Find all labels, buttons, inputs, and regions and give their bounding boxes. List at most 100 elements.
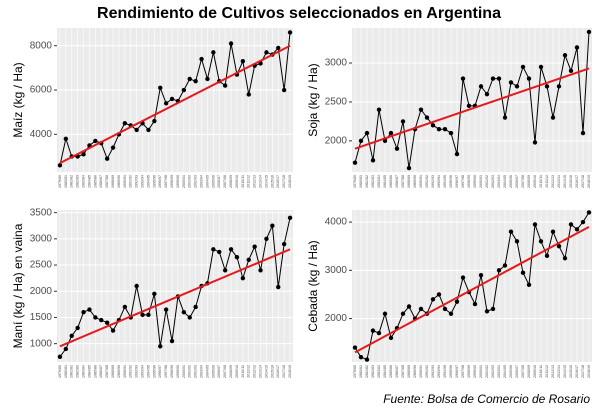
data-point xyxy=(388,335,394,341)
data-point xyxy=(57,354,63,359)
data-point xyxy=(264,236,269,242)
y-tick-label: 3000 xyxy=(325,265,348,276)
y-tick-label: 4000 xyxy=(30,129,53,140)
data-point xyxy=(57,163,63,168)
data-point xyxy=(406,165,412,171)
data-point xyxy=(400,311,406,316)
data-point xyxy=(240,275,246,281)
x-tick-label: 2011/12 xyxy=(247,365,251,378)
x-tick-label: 1991/92 xyxy=(129,365,133,378)
data-point xyxy=(134,127,139,133)
plot-background xyxy=(57,210,293,362)
data-point xyxy=(424,115,430,120)
x-tick-label: 2006/07 xyxy=(217,175,221,188)
data-point xyxy=(574,45,580,50)
data-point xyxy=(562,256,568,261)
x-tick-label: 2011/12 xyxy=(247,175,251,188)
data-point xyxy=(181,310,187,315)
data-point xyxy=(110,328,116,333)
x-tick-label: 1987/88 xyxy=(401,365,405,378)
data-point xyxy=(222,83,228,88)
x-tick-label: 2015/16 xyxy=(270,175,274,188)
data-point xyxy=(364,130,370,136)
data-point xyxy=(484,91,490,97)
data-point xyxy=(158,85,163,91)
x-tick-label: 1993/94 xyxy=(141,175,145,188)
x-tick-label: 1995/96 xyxy=(152,175,156,188)
x-tick-label: 2010/11 xyxy=(539,175,543,188)
data-point xyxy=(388,130,394,136)
data-point xyxy=(152,118,157,124)
x-tick-label: 2002/03 xyxy=(194,365,198,378)
x-tick-label: 1987/88 xyxy=(105,365,109,378)
x-tick-label: 2016/17 xyxy=(276,175,280,188)
data-point xyxy=(281,87,287,93)
x-tick-label: 1991/92 xyxy=(425,175,429,188)
data-point xyxy=(158,344,163,349)
data-point xyxy=(538,239,544,244)
x-tick-label: 1984/85 xyxy=(383,365,387,378)
x-tick-label: 2009/10 xyxy=(235,175,239,188)
data-point xyxy=(264,50,269,55)
data-point xyxy=(169,338,175,344)
x-tick-label: 2006/07 xyxy=(515,175,519,188)
x-tick-label: 2015/16 xyxy=(270,365,274,378)
x-tick-label: 1982/83 xyxy=(371,175,375,188)
data-line xyxy=(354,212,590,361)
x-tick-label: 1994/95 xyxy=(146,175,150,188)
x-tick-label: 2013/14 xyxy=(557,175,561,188)
data-point xyxy=(586,210,592,215)
x-tick-label: 1985/86 xyxy=(389,175,393,188)
x-tick-label: 2014/15 xyxy=(264,175,268,188)
x-tick-label: 1988/89 xyxy=(111,365,115,378)
x-tick-label: 1986/87 xyxy=(395,365,399,378)
x-tick-label: 2010/11 xyxy=(241,175,245,188)
trend-line xyxy=(59,44,291,165)
data-point xyxy=(376,107,382,112)
data-point xyxy=(228,247,234,252)
x-tick-label: 2013/14 xyxy=(259,365,263,378)
data-point xyxy=(526,76,532,81)
data-point xyxy=(370,158,376,163)
x-tick-label: 1981/82 xyxy=(70,175,74,188)
data-point xyxy=(580,130,586,136)
x-tick-label: 1998/99 xyxy=(467,365,471,378)
data-point xyxy=(240,59,246,64)
x-tick-label: 1995/96 xyxy=(152,365,156,378)
data-point xyxy=(544,84,550,89)
data-point xyxy=(562,53,568,58)
y-tick-label: 2500 xyxy=(325,97,348,108)
y-tick-label: 1000 xyxy=(30,338,53,349)
x-tick-label: 1997/98 xyxy=(164,175,168,188)
x-tick-label: 1985/86 xyxy=(93,175,97,188)
x-tick-label: 2015/16 xyxy=(569,365,573,378)
data-point xyxy=(568,68,574,74)
x-tick-label: 1979/80 xyxy=(58,175,62,188)
x-tick-label: 1993/94 xyxy=(437,365,441,378)
data-point xyxy=(496,268,502,273)
x-tick-label: 1992/93 xyxy=(135,175,139,188)
y-tick-label: 3000 xyxy=(325,58,348,69)
x-tick-label: 2000/01 xyxy=(182,175,186,188)
x-tick-label: 2017/18 xyxy=(581,175,585,188)
y-tick-label: 3000 xyxy=(30,233,53,244)
x-tick-label: 1989/90 xyxy=(413,365,417,378)
data-point xyxy=(532,140,538,145)
data-point xyxy=(110,145,116,150)
data-point xyxy=(364,357,370,362)
data-point xyxy=(430,123,436,128)
x-tick-label: 1980/81 xyxy=(359,365,363,378)
data-point xyxy=(211,247,216,252)
x-tick-label: 2001/02 xyxy=(188,175,192,188)
y-axis-label: Cebada (kg / Ha) xyxy=(306,240,320,331)
x-tick-label: 1993/94 xyxy=(437,175,441,188)
x-tick-label: 1989/90 xyxy=(413,175,417,188)
x-tick-label: 1984/85 xyxy=(87,175,91,188)
x-tick-label: 1990/91 xyxy=(123,175,127,188)
y-tick-label: 2000 xyxy=(325,313,348,324)
x-tick-label: 1992/93 xyxy=(431,175,435,188)
data-point xyxy=(104,320,110,325)
data-point xyxy=(484,309,490,314)
x-tick-label: 2005/06 xyxy=(509,175,513,188)
x-tick-label: 1996/97 xyxy=(158,365,162,378)
